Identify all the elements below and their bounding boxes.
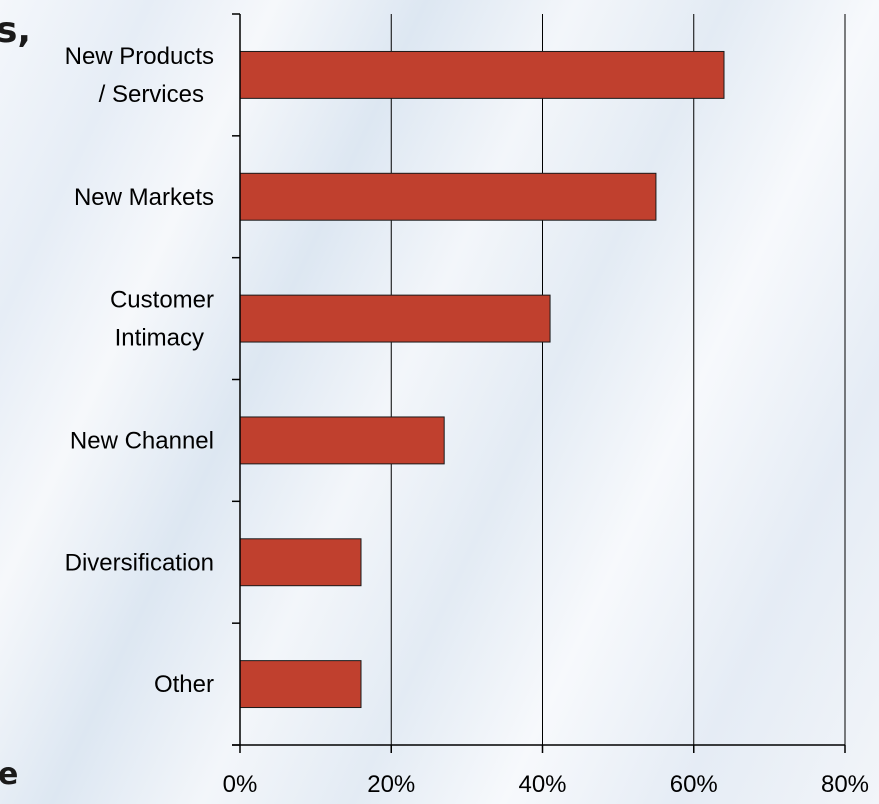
- category-label-3: New Channel: [70, 427, 214, 454]
- x-tick-labels: 0% 20% 40% 60% 80%: [223, 771, 869, 798]
- x-tick-label-80: 80%: [821, 771, 869, 798]
- category-label-1-line-0: New Markets: [74, 184, 214, 211]
- category-label-0-line-1: / Services: [99, 81, 204, 108]
- category-label-5-line-0: Other: [154, 671, 214, 698]
- category-label-2-line-1: Intimacy: [115, 325, 204, 352]
- bar-5: [239, 660, 362, 709]
- category-label-1: New Markets: [74, 184, 214, 211]
- x-tick-label-40: 40%: [518, 771, 566, 798]
- bars: [239, 50, 725, 709]
- bar-4: [239, 538, 362, 587]
- category-label-0-line-0: New Products: [65, 43, 214, 70]
- cropped-text-fragment-top: s,: [0, 10, 32, 51]
- bar-3: [239, 416, 445, 465]
- x-tick-label-60: 60%: [670, 771, 718, 798]
- gridlines: [390, 14, 846, 745]
- bar-0: [239, 50, 725, 99]
- x-tick-label-0: 0%: [223, 771, 258, 798]
- category-label-5: Other: [154, 671, 214, 698]
- category-labels: New Products / Services New Markets Custome…: [65, 43, 214, 698]
- category-label-2: Customer Intimacy: [110, 287, 214, 352]
- category-label-4-line-0: Diversification: [65, 549, 214, 576]
- cropped-text-fragment-bottom: e: [0, 757, 19, 792]
- x-tick-label-20: 20%: [367, 771, 415, 798]
- category-label-3-line-0: New Channel: [70, 427, 214, 454]
- category-label-2-line-0: Customer: [110, 287, 214, 314]
- bar-2: [239, 294, 551, 343]
- bar-1: [239, 172, 657, 221]
- axes: [232, 13, 846, 753]
- category-label-4: Diversification: [65, 549, 214, 576]
- category-label-0: New Products / Services: [65, 43, 214, 108]
